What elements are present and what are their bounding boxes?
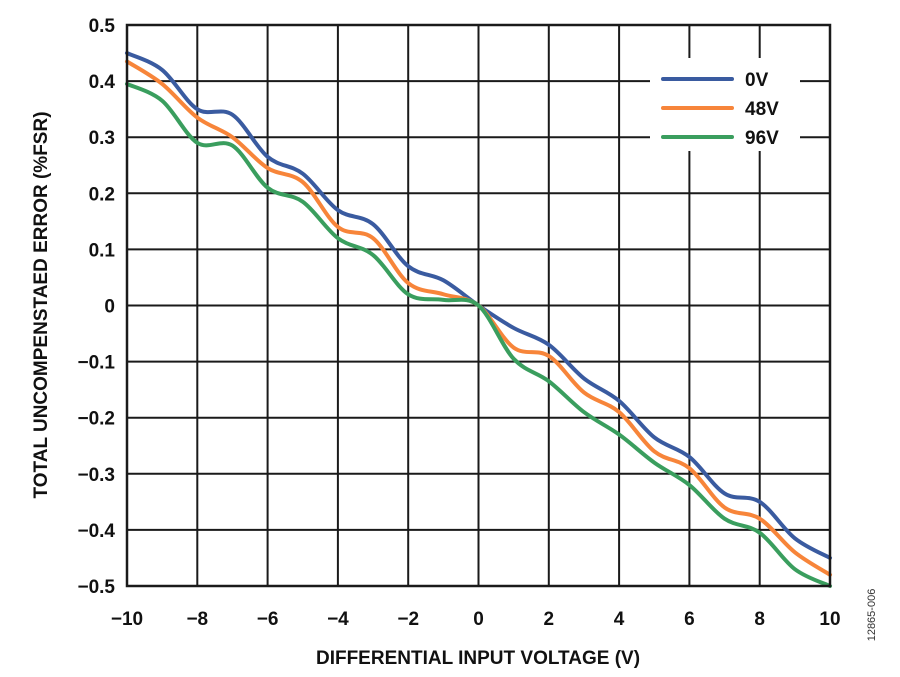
- y-tick-label: 0.3: [89, 128, 115, 149]
- y-tick-label: 0.1: [89, 240, 116, 261]
- x-tick-label: 0: [473, 609, 484, 630]
- x-tick-label: −6: [257, 609, 279, 630]
- y-tick-label: 0: [104, 297, 115, 318]
- y-tick-label: 0.2: [89, 184, 115, 205]
- y-axis-ticks: 0.5 0.4 0.3 0.2 0.1 0 −0.1 −0.2 −0.3 −0.4 −0.5: [77, 16, 115, 598]
- x-tick-label: 4: [614, 609, 625, 630]
- legend: 0V 48V 96V: [650, 58, 800, 151]
- legend-label-48v: 48V: [745, 99, 779, 120]
- series-layer: [125, 51, 832, 588]
- legend-label-96v: 96V: [745, 128, 779, 149]
- y-tick-label: −0.2: [77, 409, 115, 430]
- x-tick-label: −2: [397, 609, 419, 630]
- x-tick-label: 8: [754, 609, 765, 630]
- y-tick-label: 0.5: [89, 16, 116, 37]
- legend-label-0v: 0V: [745, 70, 769, 91]
- series-line-96v: [125, 81, 832, 588]
- y-tick-label: −0.3: [77, 465, 115, 486]
- y-tick-label: −0.4: [77, 521, 115, 542]
- x-tick-label: 2: [544, 609, 555, 630]
- x-tick-label: −4: [327, 609, 349, 630]
- x-axis-ticks: −10 −8 −6 −4 −2 0 2 4 6 8 10: [111, 609, 841, 630]
- x-axis-title: DIFFERENTIAL INPUT VOLTAGE (V): [316, 648, 640, 669]
- x-tick-label: −10: [111, 609, 143, 630]
- figure-id: 12865-006: [866, 589, 878, 642]
- y-tick-label: −0.1: [77, 353, 115, 374]
- x-tick-label: −8: [186, 609, 208, 630]
- y-tick-label: 0.4: [89, 72, 116, 93]
- y-axis-title: TOTAL UNCOMPENSTAED ERROR (%FSR): [31, 111, 52, 498]
- plot-frame: [125, 23, 832, 588]
- y-tick-label: −0.5: [77, 577, 115, 598]
- x-tick-label: 10: [819, 609, 840, 630]
- x-tick-label: 6: [684, 609, 695, 630]
- plot-border: [125, 23, 832, 588]
